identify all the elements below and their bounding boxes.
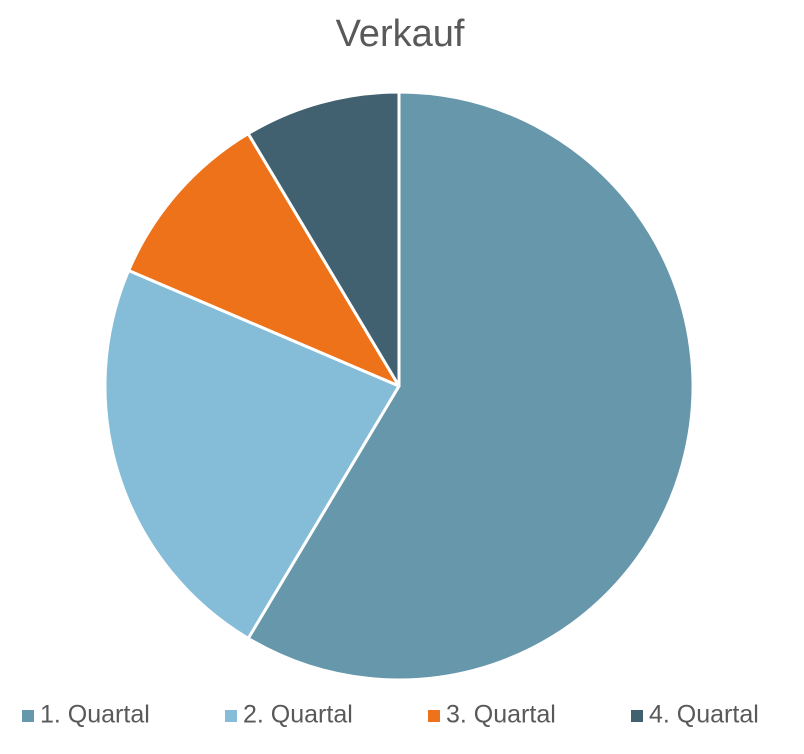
pie-slice	[246, 90, 401, 388]
legend-marker	[22, 710, 34, 722]
legend-label: 4. Quartal	[649, 701, 759, 729]
legend-label: 2. Quartal	[243, 701, 353, 729]
pie-slice	[246, 90, 695, 682]
legend-marker	[428, 710, 440, 722]
legend-marker	[631, 710, 643, 722]
legend-label: 3. Quartal	[446, 701, 556, 729]
legend-label: 1. Quartal	[40, 701, 150, 729]
legend-marker	[225, 710, 237, 722]
chart-title: Verkauf	[336, 13, 465, 55]
pie-slice	[103, 268, 401, 640]
pie-slice	[127, 132, 401, 388]
